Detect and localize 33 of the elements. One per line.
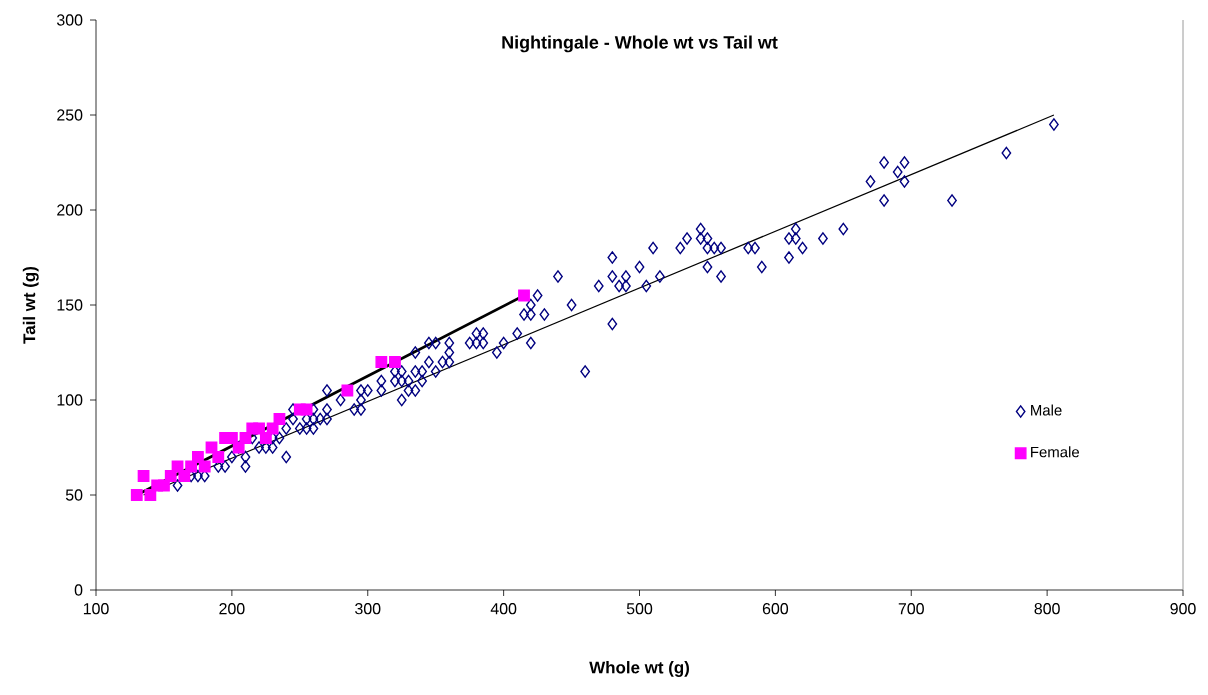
legend-label: Female [1031, 446, 1080, 458]
x-tick-label: 500 [626, 603, 653, 615]
x-axis-title: Whole wt (g) [589, 661, 689, 677]
x-tick-label: 400 [490, 603, 517, 615]
x-tick-label: 200 [219, 603, 245, 615]
point [130, 489, 143, 501]
point [192, 451, 204, 463]
point [198, 460, 211, 473]
point [164, 470, 177, 482]
point [144, 489, 157, 501]
x-tick-label: 600 [762, 603, 789, 615]
x-tick-label: 100 [83, 603, 109, 615]
point [518, 289, 530, 302]
legend-label: Male [1031, 404, 1062, 416]
point [375, 356, 388, 368]
y-tick-label: 50 [65, 489, 83, 501]
x-tick-label: 700 [898, 603, 924, 615]
y-tick-label: 300 [56, 14, 83, 26]
point [389, 356, 401, 368]
point [212, 451, 225, 463]
y-tick-label: 150 [57, 299, 83, 311]
y-tick-label: 250 [57, 109, 83, 121]
point [273, 413, 286, 425]
text: Nightingale - Whole wt vs Tail wt [502, 35, 778, 53]
x-tick-label: 900 [1170, 603, 1196, 615]
y-tick-label: 100 [57, 394, 83, 406]
point [137, 470, 150, 482]
y-tick-label: 0 [74, 584, 83, 596]
x-tick-label: 800 [1034, 603, 1060, 615]
x-tick-label: 300 [355, 603, 381, 615]
point [341, 384, 354, 397]
y-axis-title: Tail wt (g) [22, 266, 39, 344]
y-tick-label: 200 [57, 204, 83, 216]
